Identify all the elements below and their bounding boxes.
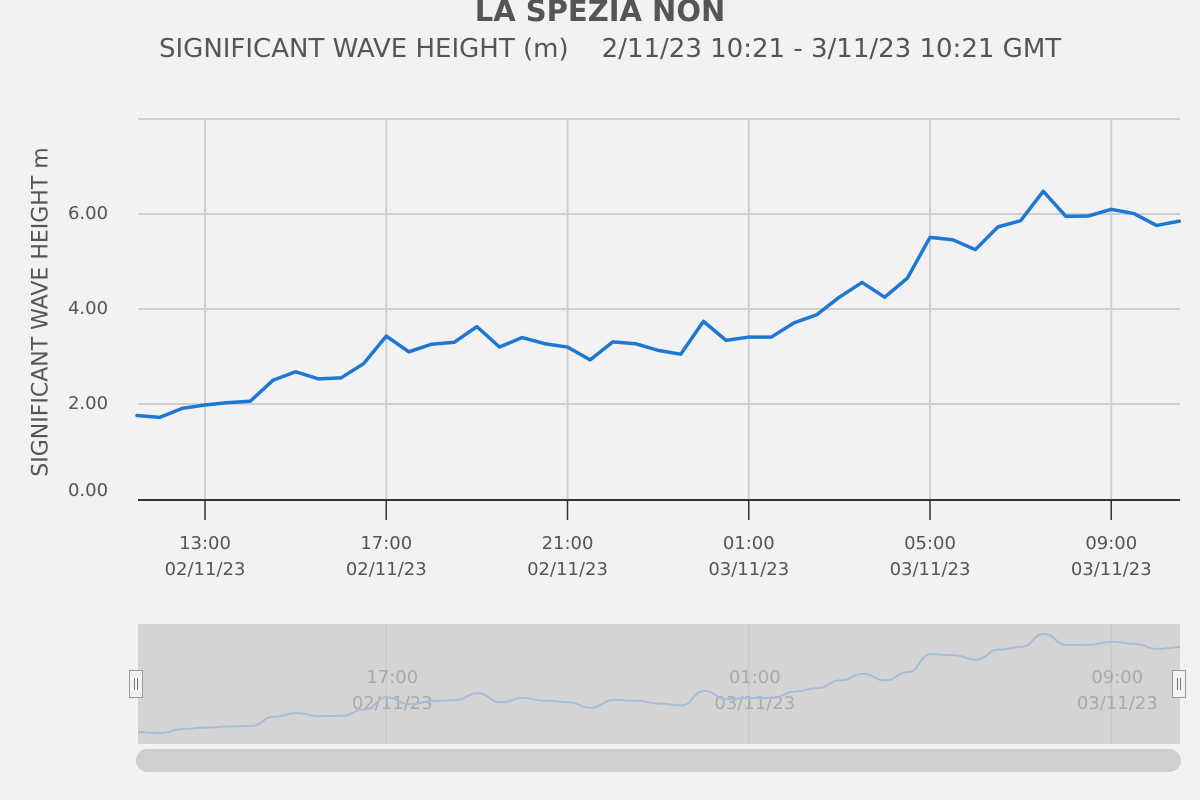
- navigator-tick-date: 03/11/23: [714, 693, 795, 714]
- y-tick-label: 0.00: [68, 480, 108, 501]
- x-tick-label-time: 21:00: [542, 533, 594, 554]
- y-tick-label: 4.00: [68, 298, 108, 319]
- navigator-series-line: [137, 632, 1181, 735]
- y-tick-label: 2.00: [68, 393, 108, 414]
- x-tick-label-date: 02/11/23: [527, 559, 608, 580]
- x-tick-label-date: 03/11/23: [1071, 559, 1152, 580]
- navigator-tick-time: 09:00: [1091, 667, 1143, 688]
- navigator-tick-time: 01:00: [729, 667, 781, 688]
- x-tick-label-time: 09:00: [1085, 533, 1137, 554]
- x-tick-label-time: 13:00: [179, 533, 231, 554]
- navigator-left-handle[interactable]: [129, 670, 143, 698]
- series-line-wave-height: [135, 189, 1181, 420]
- chart-title: LA SPEZIA NON: [474, 0, 726, 28]
- chart-subtitle: SIGNIFICANT WAVE HEIGHT (m) 2/11/23 10:2…: [159, 34, 1062, 64]
- x-tick-label-date: 02/11/23: [165, 559, 246, 580]
- navigator-tick-date: 02/11/23: [352, 693, 433, 714]
- navigator-tick-date: 03/11/23: [1077, 693, 1158, 714]
- x-tick-label-time: 01:00: [723, 533, 775, 554]
- navigator-scrollbar[interactable]: [136, 749, 1181, 772]
- x-tick-label-date: 03/11/23: [890, 559, 971, 580]
- navigator-tick-time: 17:00: [366, 667, 418, 688]
- x-tick-label-time: 05:00: [904, 533, 956, 554]
- navigator-right-handle[interactable]: [1172, 670, 1186, 698]
- x-tick-label-date: 02/11/23: [346, 559, 427, 580]
- x-tick-label-time: 17:00: [360, 533, 412, 554]
- navigator-background: [138, 624, 1180, 744]
- y-tick-label: 6.00: [68, 203, 108, 224]
- x-tick-label-date: 03/11/23: [708, 559, 789, 580]
